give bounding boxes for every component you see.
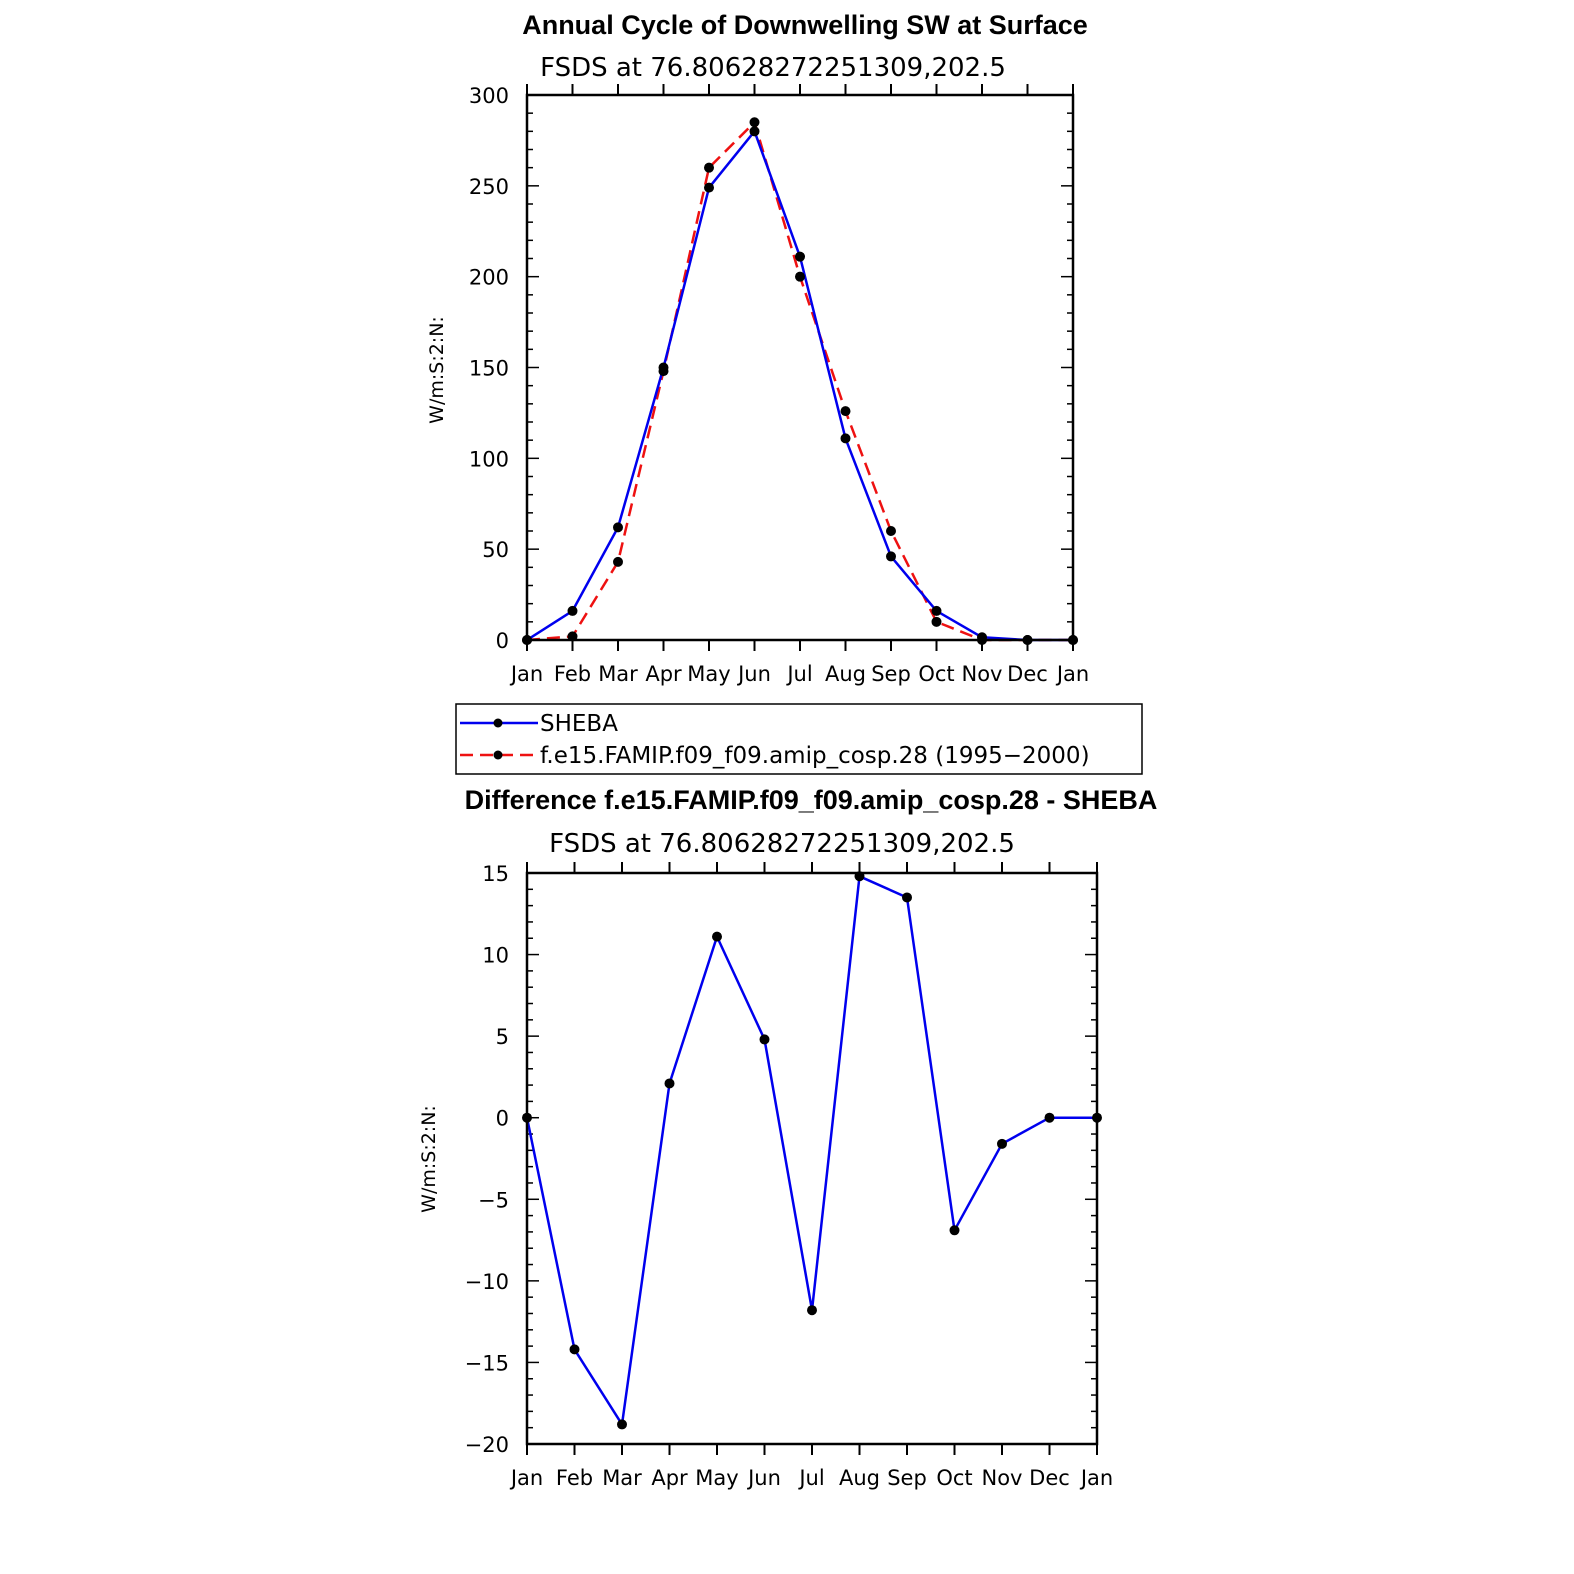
data-point xyxy=(569,1344,580,1355)
x-tick-labels: Jan Feb Mar Apr May Jun Jul Aug Sep Oct Nov Dec Jan xyxy=(509,1466,1113,1490)
x-tick-label: Jan xyxy=(509,1466,543,1490)
series-line xyxy=(525,875,1097,1426)
x-tick-label: Nov xyxy=(962,662,1003,686)
data-point xyxy=(664,1078,675,1089)
data-point xyxy=(749,117,760,128)
legend-box xyxy=(455,703,1143,775)
y-axis-label: W/m:S:2:N: xyxy=(426,316,448,424)
data-point xyxy=(931,605,942,616)
data-point xyxy=(712,931,722,942)
x-tick-label: Nov xyxy=(982,1466,1023,1490)
y-tick-label: 250 xyxy=(469,175,509,199)
x-tick-label: Jul xyxy=(785,662,812,686)
data-point xyxy=(886,551,896,562)
x-tick-label: Sep xyxy=(887,1466,927,1490)
x-tick-label: Oct xyxy=(936,1466,972,1490)
legend-label-sheba: SHEBA xyxy=(540,711,618,737)
y-tick-label: 50 xyxy=(482,538,509,562)
annual-cycle-chart: Annual Cycle of Downwelling SW at Surfac… xyxy=(426,10,1089,686)
y-tick-label: 100 xyxy=(469,447,509,471)
data-point xyxy=(1044,1112,1055,1123)
axis-ticks xyxy=(526,84,1074,651)
series-lines xyxy=(525,875,1097,1426)
x-tick-label: Feb xyxy=(554,662,591,686)
x-tick-label: May xyxy=(695,1466,738,1490)
x-tick-label: May xyxy=(687,662,730,686)
data-point xyxy=(613,522,623,533)
x-tick-label: Apr xyxy=(651,1466,688,1490)
x-tick-label: Aug xyxy=(839,1466,880,1490)
x-tick-label: Jan xyxy=(509,662,543,686)
x-tick-label: Jul xyxy=(797,1466,824,1490)
y-axis-label: W/m:S:2:N: xyxy=(418,1105,440,1213)
y-tick-label: 10 xyxy=(482,944,509,968)
x-tick-label: Dec xyxy=(1029,1466,1070,1490)
x-tick-label: Sep xyxy=(871,662,911,686)
data-point xyxy=(704,162,714,173)
data-point xyxy=(840,433,851,444)
legend-marker-model xyxy=(493,750,503,760)
data-point xyxy=(795,271,805,282)
plot-frame xyxy=(525,871,1099,1446)
x-tick-label: Aug xyxy=(825,662,866,686)
series-line xyxy=(526,121,1073,642)
x-tick-label: Jun xyxy=(736,662,771,686)
data-point xyxy=(840,406,851,417)
legend-marker-sheba xyxy=(493,718,503,728)
data-point xyxy=(949,1225,960,1236)
y-tick-label: −10 xyxy=(465,1270,509,1294)
data-point xyxy=(902,892,912,903)
data-points xyxy=(522,117,1078,645)
chart-title: Annual Cycle of Downwelling SW at Surfac… xyxy=(522,10,1088,40)
y-tick-label: 150 xyxy=(469,357,509,381)
chart-subtitle: FSDS at 76.80628272251309,202.5 xyxy=(540,53,1006,83)
chart-title: Difference f.e15.FAMIP.f09_f09.amip_cosp… xyxy=(465,785,1158,815)
series-lines xyxy=(526,121,1073,642)
data-point xyxy=(658,366,669,377)
chart-subtitle: FSDS at 76.80628272251309,202.5 xyxy=(549,829,1015,859)
x-tick-label: Mar xyxy=(602,1466,642,1490)
series-line xyxy=(526,130,1073,642)
y-tick-label: 5 xyxy=(496,1025,509,1049)
x-tick-label: Jan xyxy=(1079,1466,1113,1490)
y-tick-label: 200 xyxy=(469,266,509,290)
x-tick-labels: Jan Feb Mar Apr May Jun Jul Aug Sep Oct Nov Dec Jan xyxy=(509,662,1089,686)
data-points xyxy=(522,871,1102,1430)
plot-frame xyxy=(525,93,1075,642)
x-tick-label: Mar xyxy=(598,662,638,686)
data-point xyxy=(749,126,760,137)
data-point xyxy=(886,526,896,536)
data-point xyxy=(617,1419,627,1430)
data-point xyxy=(704,182,714,193)
x-tick-label: Oct xyxy=(918,662,954,686)
y-tick-labels: −20 −15 −10 −5 0 5 10 15 xyxy=(465,862,509,1457)
data-point xyxy=(931,616,942,627)
y-tick-labels: 0 50 100 150 200 250 300 xyxy=(469,84,509,653)
x-tick-label: Feb xyxy=(556,1466,593,1490)
y-tick-label: 300 xyxy=(469,84,509,108)
y-tick-label: 0 xyxy=(496,1107,509,1131)
x-tick-label: Apr xyxy=(645,662,682,686)
x-tick-label: Jan xyxy=(1055,662,1089,686)
y-tick-label: −20 xyxy=(465,1433,509,1457)
axis-ticks xyxy=(526,862,1098,1455)
difference-chart: Difference f.e15.FAMIP.f09_f09.amip_cosp… xyxy=(418,785,1157,1490)
y-tick-label: 15 xyxy=(482,862,509,886)
x-tick-label: Dec xyxy=(1007,662,1048,686)
legend-label-model: f.e15.FAMIP.f09_f09.amip_cosp.28 (1995−2… xyxy=(540,743,1090,769)
data-point xyxy=(997,1138,1007,1149)
x-tick-label: Jun xyxy=(746,1466,781,1490)
legend: SHEBA f.e15.FAMIP.f09_f09.amip_cosp.28 (… xyxy=(455,703,1143,775)
y-tick-label: 0 xyxy=(496,629,509,653)
data-point xyxy=(613,556,623,567)
data-point xyxy=(795,251,805,262)
data-point xyxy=(759,1034,770,1045)
data-point xyxy=(807,1305,817,1316)
data-point xyxy=(567,605,578,616)
y-tick-label: −5 xyxy=(478,1188,509,1212)
y-tick-label: −15 xyxy=(465,1351,509,1375)
